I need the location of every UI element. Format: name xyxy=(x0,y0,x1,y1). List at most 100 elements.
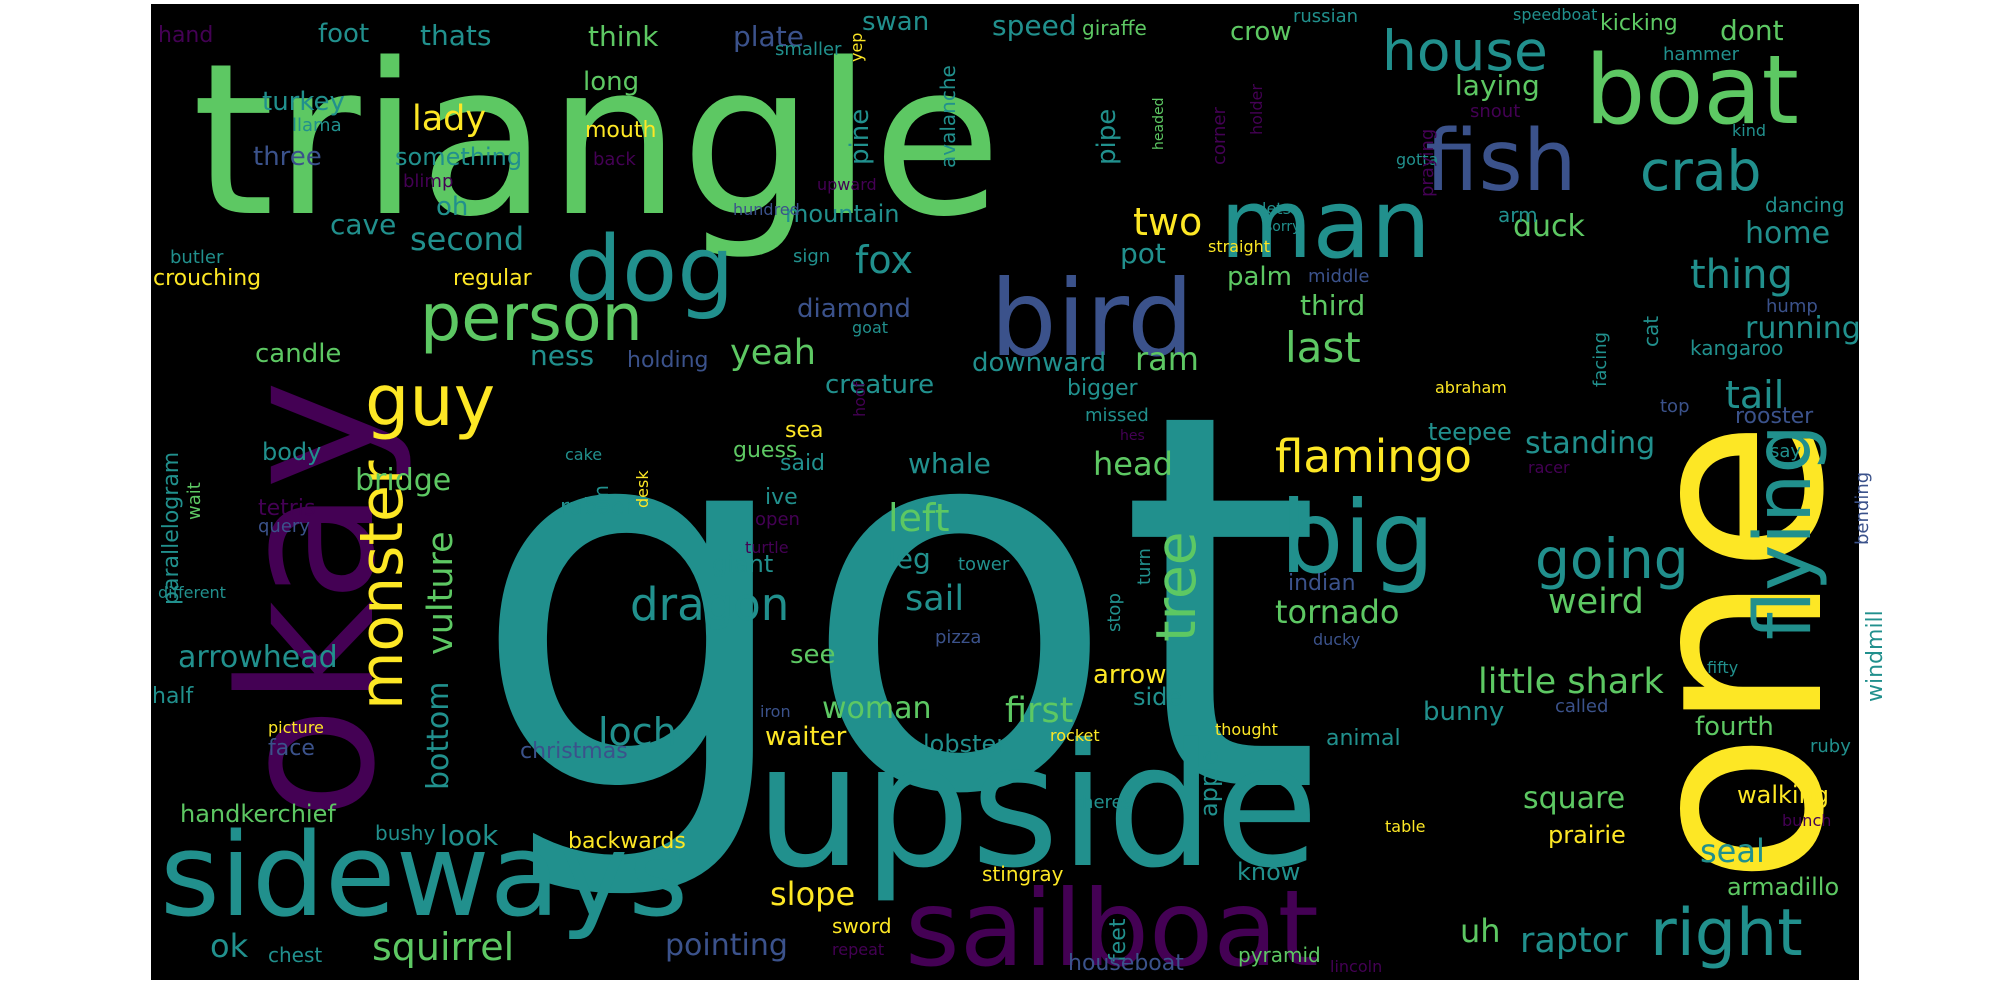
word-tail: tail xyxy=(1725,373,1784,417)
word-cave: cave xyxy=(330,208,396,241)
word-guess: guess xyxy=(733,438,797,463)
word-loch: loch xyxy=(598,710,677,754)
word-yep: yep xyxy=(847,33,866,62)
word-stop: stop xyxy=(1104,593,1125,632)
word-open: open xyxy=(755,509,800,530)
word-rubber: rubber xyxy=(560,495,634,520)
word-sailboat: sailboat xyxy=(905,868,1319,990)
word-waiter: waiter xyxy=(765,722,847,752)
word-holder: holder xyxy=(1247,84,1266,135)
word-ok: ok xyxy=(210,927,249,965)
word-whale: whale xyxy=(908,447,991,480)
word-hand: hand xyxy=(158,23,213,48)
word-speedboat: speedboat xyxy=(1513,5,1597,24)
word-sorry: sorry xyxy=(1265,219,1300,235)
word-arm: arm xyxy=(1498,203,1538,227)
word-russian: russian xyxy=(1293,6,1358,27)
word-duck: duck xyxy=(1513,209,1586,244)
word-fox: fox xyxy=(855,238,913,282)
word-kangaroo: kangaroo xyxy=(1690,336,1783,360)
word-butler: butler xyxy=(170,247,224,268)
word-fifty: fifty xyxy=(1707,658,1738,677)
word-long: long xyxy=(583,67,639,97)
word-something: something xyxy=(395,143,522,171)
word-query: query xyxy=(258,516,310,537)
word-sword: sword xyxy=(832,914,892,938)
word-prairie: prairie xyxy=(1548,821,1626,849)
word-standing: standing xyxy=(1525,426,1655,461)
word-lobster: lobster xyxy=(923,730,1006,758)
word-animal: animal xyxy=(1326,726,1401,751)
word-bending: bending xyxy=(1852,472,1873,545)
word-pine: pine xyxy=(845,109,875,165)
word-hump: hump xyxy=(1766,296,1818,317)
word-crab: crab xyxy=(1640,139,1761,203)
word-hes: hes xyxy=(1120,428,1145,444)
word-guy: guy xyxy=(365,360,495,442)
word-iron: iron xyxy=(760,702,791,721)
word-tetris: tetris xyxy=(258,496,315,521)
word-square: square xyxy=(1523,781,1625,816)
word-thats: thats xyxy=(420,19,491,52)
word-house: house xyxy=(1382,19,1548,83)
word-ram: ram xyxy=(1135,340,1199,378)
word-crow: crow xyxy=(1230,17,1292,47)
word-straight: straight xyxy=(1208,237,1270,256)
word-ive: ive xyxy=(765,485,798,510)
word-im: im xyxy=(589,485,613,510)
word-tower: tower xyxy=(958,554,1010,575)
word-mouth: mouth xyxy=(585,118,656,143)
cloud-background xyxy=(151,4,1859,980)
word-gotta: gotta xyxy=(1396,150,1438,169)
word-pyramid: pyramid xyxy=(1238,943,1321,967)
word-home: home xyxy=(1745,216,1830,251)
word-tornado: tornado xyxy=(1275,593,1400,631)
word-creature: creature xyxy=(825,370,934,400)
word-slope: slope xyxy=(770,875,855,913)
word-pipe: pipe xyxy=(1092,109,1122,165)
word-wait: wait xyxy=(184,482,205,520)
word-ruby: ruby xyxy=(1810,736,1851,757)
word-dont: dont xyxy=(1720,14,1784,47)
word-speed: speed xyxy=(992,9,1077,42)
word-hammer: hammer xyxy=(1663,44,1740,65)
word-praying: praying xyxy=(1417,129,1438,197)
word-downward: downward xyxy=(972,348,1106,378)
word-upside: upside xyxy=(755,708,1319,906)
word-holding: holding xyxy=(627,348,709,373)
word-look: look xyxy=(440,819,499,852)
word-regular: regular xyxy=(453,266,533,291)
word-smaller: smaller xyxy=(775,39,842,60)
word-said: said xyxy=(780,451,825,476)
word-flamingo: flamingo xyxy=(1275,430,1472,483)
word-missed: missed xyxy=(1085,405,1149,426)
word-pizza: pizza xyxy=(935,627,981,648)
word-blimp: blimp xyxy=(403,171,453,192)
word-side: side xyxy=(1133,683,1182,711)
word-foot: foot xyxy=(318,19,369,49)
word-say: say xyxy=(1770,441,1801,462)
word-cat: cat xyxy=(1639,316,1663,347)
word-first: first xyxy=(1005,691,1073,731)
word-yeah: yeah xyxy=(730,333,816,373)
word-right: right xyxy=(1650,896,1803,971)
word-arrow: arrow xyxy=(1093,660,1166,690)
word-running: running xyxy=(1745,311,1861,346)
word-parallelogram: parallelogram xyxy=(159,452,184,605)
word-goat: goat xyxy=(852,318,888,337)
word-one: one xyxy=(1588,420,1879,885)
word-left: left xyxy=(888,496,950,540)
word-going: going xyxy=(1535,527,1689,591)
word-sail: sail xyxy=(905,579,964,619)
word-turn: turn xyxy=(1134,548,1155,585)
word-teepee: teepee xyxy=(1428,418,1512,446)
word-top: top xyxy=(1660,396,1690,417)
word-rocket: rocket xyxy=(1050,726,1100,745)
word-second: second xyxy=(410,220,524,258)
word-llama: llama xyxy=(292,115,342,136)
word-oh: oh xyxy=(436,192,468,222)
word-fish: fish xyxy=(1425,112,1577,211)
word-see: see xyxy=(790,640,836,670)
word-leg: leg xyxy=(888,542,931,575)
